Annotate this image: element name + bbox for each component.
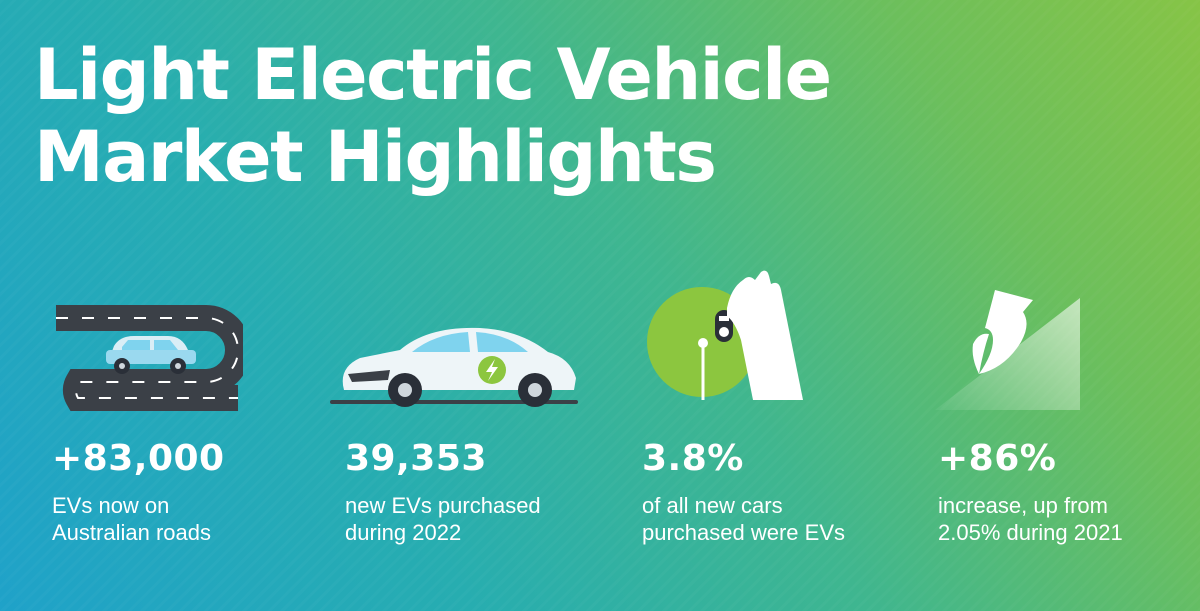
stat-description-line-1: new EVs purchased [345, 493, 541, 518]
stat-value: +83,000 [52, 438, 225, 479]
stat-value: +86% [938, 438, 1057, 479]
winding-road-car-icon [56, 305, 243, 411]
stat-value: 39,353 [345, 438, 487, 479]
stat-value: 3.8% [642, 438, 744, 479]
electric-car-icon [330, 327, 578, 407]
title-line-2: Market Highlights [34, 116, 717, 198]
stat-description-line-2: purchased were EVs [642, 520, 845, 545]
stat-share-of-new-cars: 3.8% of all new cars purchased were EVs [642, 438, 912, 546]
stat-new-evs-purchased: 39,353 new EVs purchased during 2022 [345, 438, 615, 546]
stat-description-line-1: of all new cars [642, 493, 783, 518]
stat-evs-on-roads: +83,000 EVs now on Australian roads [52, 438, 322, 546]
stat-increase: +86% increase, up from 2.05% during 2021 [938, 438, 1200, 546]
stat-description-line-1: increase, up from [938, 493, 1108, 518]
stat-description-line-2: during 2022 [345, 520, 462, 545]
hand-key-icon [647, 270, 803, 400]
growth-arrow-icon [935, 290, 1080, 410]
stat-description-line-2: Australian roads [52, 520, 211, 545]
stat-description-line-2: 2.05% during 2021 [938, 520, 1123, 545]
page-title: Light Electric Vehicle Market Highlights [34, 34, 832, 198]
title-line-1: Light Electric Vehicle [34, 34, 832, 116]
stat-description-line-1: EVs now on [52, 493, 170, 518]
